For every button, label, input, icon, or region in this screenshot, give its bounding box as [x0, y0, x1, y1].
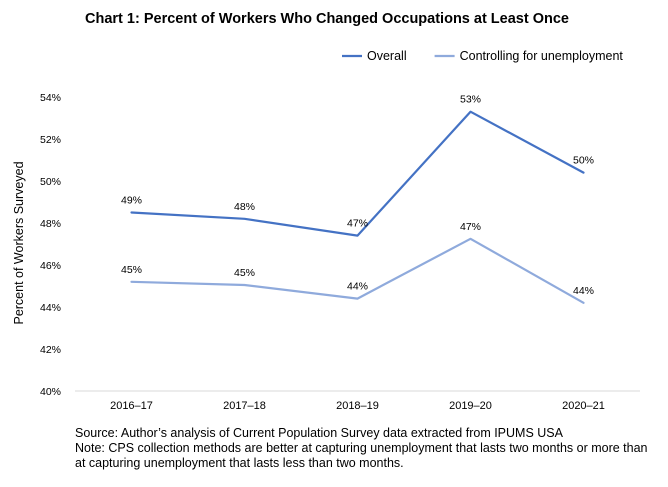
y-axis-ticks: 40% 42% 44% 46% 48% 50% 52% 54%: [40, 92, 61, 398]
line-chart: Chart 1: Percent of Workers Who Changed …: [12, 11, 640, 412]
y-tick-label: 42%: [40, 344, 61, 356]
x-tick-label: 2016–17: [110, 400, 153, 412]
data-label: 44%: [347, 281, 368, 293]
y-tick-label: 48%: [40, 218, 61, 230]
y-tick-label: 52%: [40, 134, 61, 146]
data-label: 49%: [121, 195, 142, 207]
x-tick-label: 2017–18: [223, 400, 266, 412]
chart-title: Chart 1: Percent of Workers Who Changed …: [85, 11, 569, 27]
series-line-controlling-for-unemployment: [130, 237, 585, 304]
data-label: 47%: [460, 221, 481, 233]
x-tick-label: 2018–19: [336, 400, 379, 412]
legend-label: Controlling for unemployment: [460, 49, 624, 63]
series-lines: [130, 110, 585, 304]
y-axis-label: Percent of Workers Surveyed: [12, 161, 26, 324]
data-label: 45%: [121, 264, 142, 276]
chart-notes: Source: Author’s analysis of Current Pop…: [75, 426, 660, 471]
data-label: 45%: [234, 267, 255, 279]
data-label: 53%: [460, 94, 481, 106]
data-label: 50%: [573, 155, 594, 167]
data-labels: 49% 48% 47% 53% 50% 45% 45% 44% 47% 44%: [121, 94, 594, 297]
source-note: Source: Author’s analysis of Current Pop…: [75, 426, 563, 440]
x-tick-label: 2020–21: [562, 400, 605, 412]
y-tick-label: 50%: [40, 176, 61, 188]
x-tick-label: 2019–20: [449, 400, 492, 412]
data-label: 44%: [573, 285, 594, 297]
methodology-note: Note: CPS collection methods are better …: [75, 441, 648, 470]
legend-label: Overall: [367, 49, 407, 63]
y-tick-label: 54%: [40, 92, 61, 104]
y-tick-label: 44%: [40, 302, 61, 314]
legend: Overall Controlling for unemployment: [342, 49, 623, 63]
data-label: 48%: [234, 201, 255, 213]
data-label: 47%: [347, 218, 368, 230]
y-tick-label: 40%: [40, 386, 61, 398]
x-axis-ticks: 2016–17 2017–18 2018–19 2019–20 2020–21: [110, 400, 605, 412]
y-tick-label: 46%: [40, 260, 61, 272]
